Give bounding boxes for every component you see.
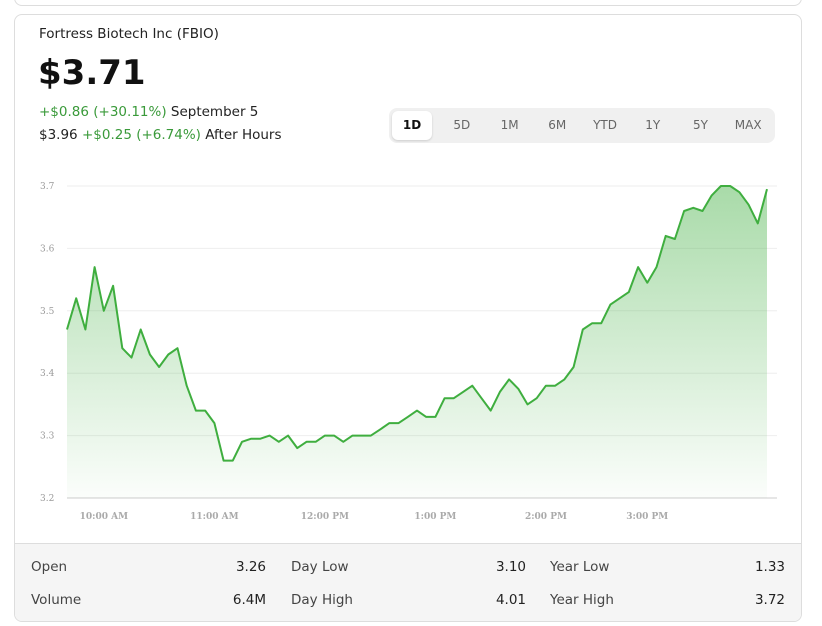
x-tick-label: 3:00 PM [626, 512, 668, 522]
stat-label: Open [31, 559, 68, 575]
range-tab[interactable]: 6M [548, 118, 567, 132]
x-tick-label: 1:00 PM [414, 512, 456, 522]
x-tick-label: 2:00 PM [525, 512, 567, 522]
stat-label: Year High [550, 592, 614, 608]
after-hours-pct: (+6.74%) [136, 127, 201, 143]
range-tab[interactable]: 5D [453, 118, 471, 132]
stats-row: Open 3.26 Day Low 3.10 Year Low 1.33 [15, 559, 801, 579]
stat-value: 3.26 [235, 559, 266, 575]
range-tab[interactable]: MAX [734, 118, 762, 132]
stat-value: 3.72 [754, 592, 785, 608]
after-hours-price: $3.96 [39, 127, 78, 143]
range-tab[interactable]: 1Y [645, 118, 661, 132]
stock-name: Fortress Biotech Inc (FBIO) [39, 26, 219, 42]
stat-value: 3.10 [495, 559, 526, 575]
stat: Year Low 1.33 [550, 559, 785, 575]
y-tick-label: 3.7 [40, 182, 55, 192]
price: $3.71 [38, 53, 146, 93]
stats-row: Volume 6.4M Day High 4.01 Year High 3.72 [15, 592, 801, 612]
chart: 3.2 3.3 3.4 3.5 3.6 3.7 10:00 AM 11:00 AM 12:00 … [40, 182, 777, 522]
x-tick-label: 11:00 AM [190, 512, 238, 522]
stat-label: Day High [291, 592, 353, 608]
x-tick-label: 10:00 AM [80, 512, 128, 522]
y-tick-label: 3.2 [40, 494, 54, 504]
stat-value: 4.01 [495, 592, 526, 608]
stat-value: 1.33 [754, 559, 785, 575]
y-tick-label: 3.4 [40, 369, 55, 379]
range-tab[interactable]: YTD [593, 118, 617, 132]
area [67, 186, 767, 498]
range-tabs: 1D 5D 1M 6M YTD 1Y 5Y MAX [389, 108, 775, 143]
price-line [66, 185, 768, 462]
stock-card: Fortress Biotech Inc (FBIO) $3.71 +$0.86… [14, 14, 802, 622]
change-line: +$0.86 (+30.11%) September 5 [39, 104, 258, 120]
stat-label: Volume [31, 592, 82, 608]
range-tab[interactable]: 5Y [692, 118, 708, 132]
stats-panel: Open 3.26 Day Low 3.10 Year Low 1.33 Volume 6.4… [15, 543, 801, 621]
change: +$0.86 [39, 104, 89, 120]
after-hours-label: After Hours [205, 127, 282, 143]
stat-label: Year Low [550, 559, 610, 575]
stat-label: Day Low [291, 559, 349, 575]
stat: Year High 3.72 [550, 592, 785, 608]
change-pct: (+30.11%) [93, 104, 167, 120]
stat: Day Low 3.10 [291, 559, 526, 575]
y-tick-label: 3.6 [40, 244, 55, 254]
after-hours-line: $3.96 +$0.25 (+6.74%) After Hours [39, 127, 282, 143]
stat: Open 3.26 [31, 559, 266, 575]
range-tab[interactable]: 1M [500, 118, 519, 132]
range-tab[interactable]: 1D [392, 111, 432, 140]
after-hours-change: +$0.25 [81, 127, 132, 143]
previous-card [14, 0, 802, 6]
x-tick-label: 12:00 PM [301, 512, 349, 522]
date: September 5 [170, 104, 259, 120]
stat: Volume 6.4M [31, 592, 266, 608]
stat: Day High 4.01 [291, 592, 526, 608]
y-tick-label: 3.5 [40, 307, 55, 317]
stat-value: 6.4M [232, 592, 266, 608]
y-tick-label: 3.3 [40, 432, 55, 442]
